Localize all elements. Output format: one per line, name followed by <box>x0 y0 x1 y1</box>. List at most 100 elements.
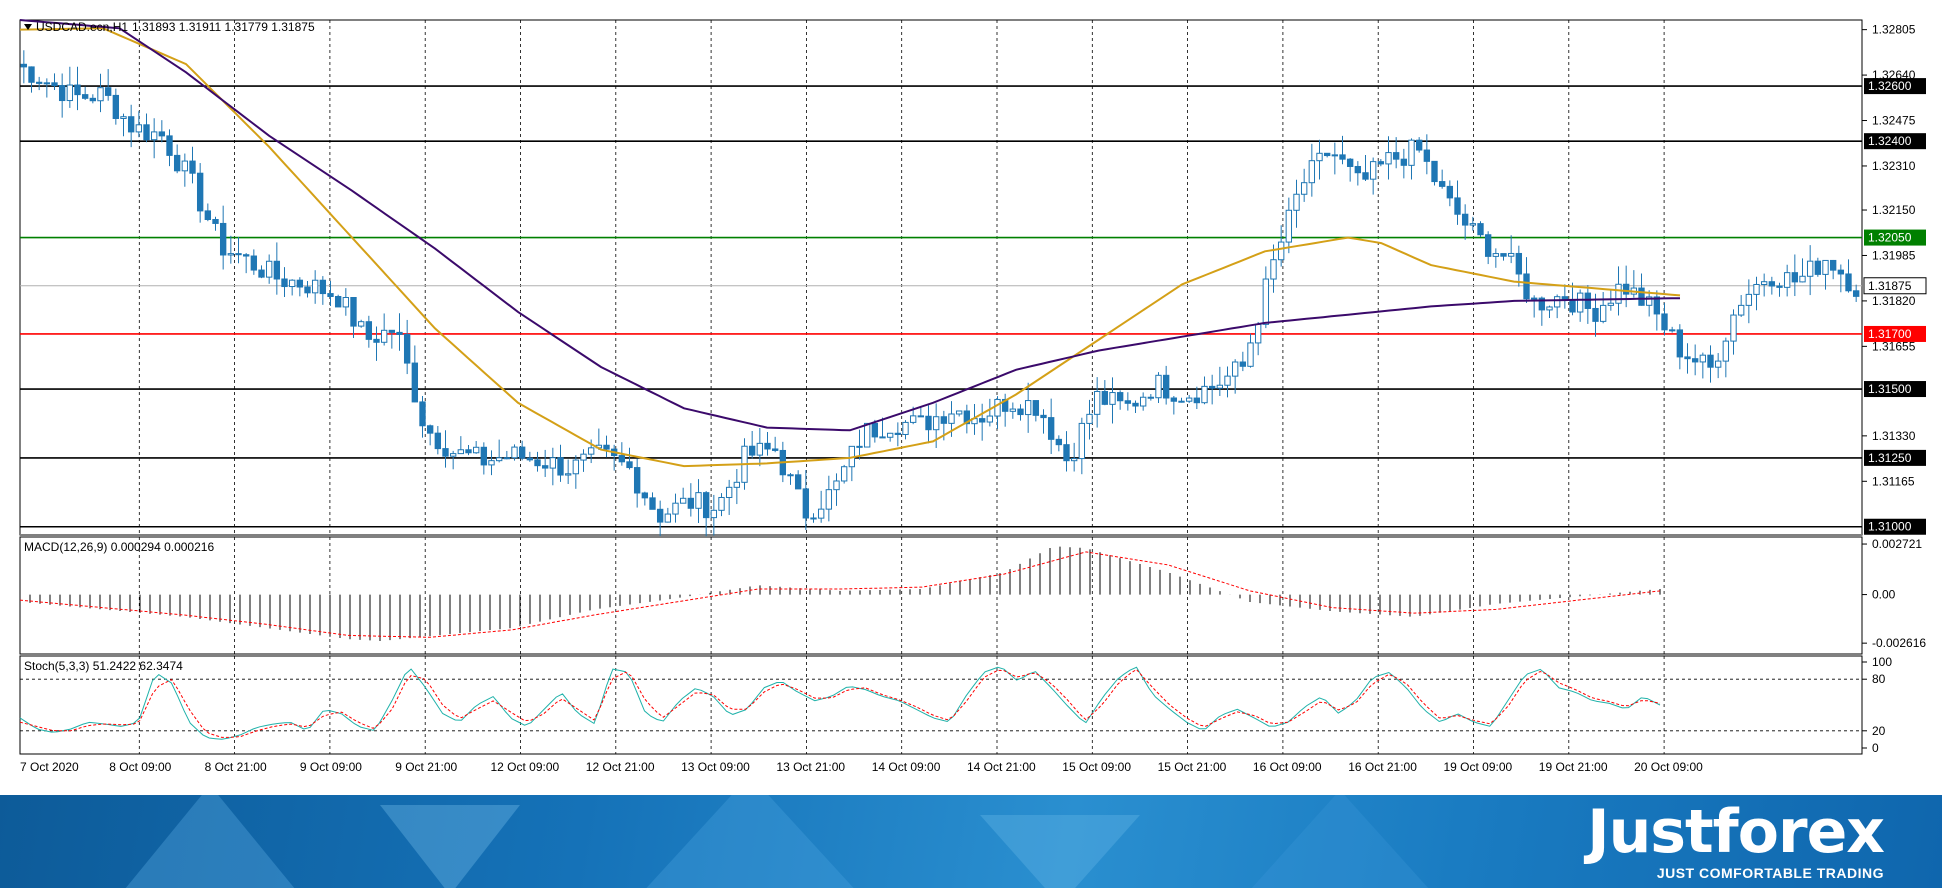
candle <box>603 435 610 458</box>
candle <box>127 104 135 148</box>
candle <box>1760 273 1768 297</box>
candle <box>304 281 311 298</box>
candle-body <box>1599 304 1607 322</box>
candle-body <box>909 415 917 423</box>
candle <box>1024 382 1032 433</box>
candle-body <box>1093 391 1101 415</box>
candle <box>1339 135 1346 165</box>
candle <box>1799 258 1806 283</box>
candle <box>1392 137 1400 169</box>
candle <box>1822 259 1829 290</box>
candle <box>319 276 327 305</box>
x-tick-label: 12 Oct 09:00 <box>491 760 560 774</box>
candle <box>1477 221 1484 237</box>
candle-body <box>702 492 710 519</box>
candle <box>1385 136 1392 180</box>
candle <box>902 420 909 440</box>
candle <box>733 468 741 505</box>
x-tick-label: 19 Oct 21:00 <box>1539 760 1608 774</box>
candle-body <box>603 444 610 450</box>
candle-body <box>986 415 994 423</box>
brand-banner: Justforex JUST COMFORTABLE TRADING <box>0 795 1942 888</box>
candle <box>173 144 181 174</box>
level-price-tag <box>1864 325 1926 342</box>
candle-body <box>1116 392 1124 402</box>
candle <box>1415 137 1423 153</box>
candle-body <box>802 488 810 519</box>
candle <box>120 113 127 137</box>
candle-body <box>994 398 1001 417</box>
candle <box>1852 284 1860 302</box>
level-price-label: 1.31500 <box>1868 382 1912 396</box>
candle-body <box>1653 296 1661 315</box>
candle-body <box>1124 400 1132 404</box>
stoch-main-line <box>19 666 1661 740</box>
level-price-tag <box>1864 133 1926 150</box>
candle-body <box>89 97 97 102</box>
candle-body <box>1829 259 1837 271</box>
candle <box>1055 435 1063 452</box>
candle-body <box>288 279 296 288</box>
candle-body <box>1147 396 1155 399</box>
candle-body <box>1461 213 1469 226</box>
candle-body <box>1362 172 1369 180</box>
x-tick-label: 13 Oct 09:00 <box>681 760 750 774</box>
candle <box>265 254 273 284</box>
macd-label: MACD(12,26,9) 0.000294 0.000216 <box>24 540 214 554</box>
candle <box>1469 216 1477 231</box>
candle-body <box>580 453 587 461</box>
candle <box>1354 161 1362 186</box>
y-tick-label: 1.32150 <box>1872 203 1916 217</box>
candle-body <box>488 460 495 466</box>
candle-body <box>1040 414 1047 419</box>
candle-body <box>281 278 288 288</box>
candle-body <box>1676 329 1684 358</box>
candle-body <box>1507 252 1515 257</box>
candle <box>1722 337 1730 378</box>
candle-body <box>1699 354 1707 363</box>
candle <box>51 73 58 91</box>
candle-body <box>1063 444 1070 462</box>
candle-body <box>1515 252 1523 275</box>
candle-body <box>51 82 58 87</box>
candle-body <box>526 457 534 461</box>
candle-body <box>20 63 28 68</box>
moving-average-slow <box>19 19 1681 432</box>
candle <box>1063 431 1070 472</box>
candle <box>81 86 89 100</box>
candle <box>403 319 411 375</box>
candle-body <box>1760 281 1768 285</box>
candle <box>465 445 472 456</box>
candle-body <box>1500 253 1507 257</box>
candle <box>426 424 434 446</box>
candle <box>672 493 679 523</box>
price-chart[interactable]: 7 Oct 2020 8 Oct 09:00 8 Oct 21:00 9 Oct 09… <box>0 0 1942 795</box>
candle <box>334 294 342 308</box>
candle <box>457 436 465 455</box>
candle <box>986 398 994 427</box>
candle-body <box>143 124 150 141</box>
candle <box>1346 158 1354 182</box>
candle <box>1300 168 1308 202</box>
candle <box>871 419 879 443</box>
candle-body <box>1707 354 1714 368</box>
candle-body <box>296 279 304 288</box>
candle <box>771 436 779 453</box>
stoch-label: Stoch(5,3,3) 51.2422 62.3474 <box>24 659 183 673</box>
ohlc-header: 1.31893 1.31911 1.31779 1.31875 <box>132 20 315 34</box>
candle-body <box>1009 408 1017 412</box>
candle <box>1040 409 1047 434</box>
candle <box>196 163 204 223</box>
candle <box>1676 324 1684 370</box>
candle-body <box>166 135 173 156</box>
candle-body <box>1308 160 1316 184</box>
stoch-panel <box>19 655 1863 755</box>
candle <box>212 216 219 231</box>
candle <box>1377 159 1385 167</box>
candle-body <box>342 297 350 308</box>
candle <box>679 487 687 504</box>
candle <box>1484 231 1492 265</box>
candle-body <box>978 418 986 423</box>
candle-body <box>1799 275 1806 283</box>
candle-body <box>273 260 281 280</box>
